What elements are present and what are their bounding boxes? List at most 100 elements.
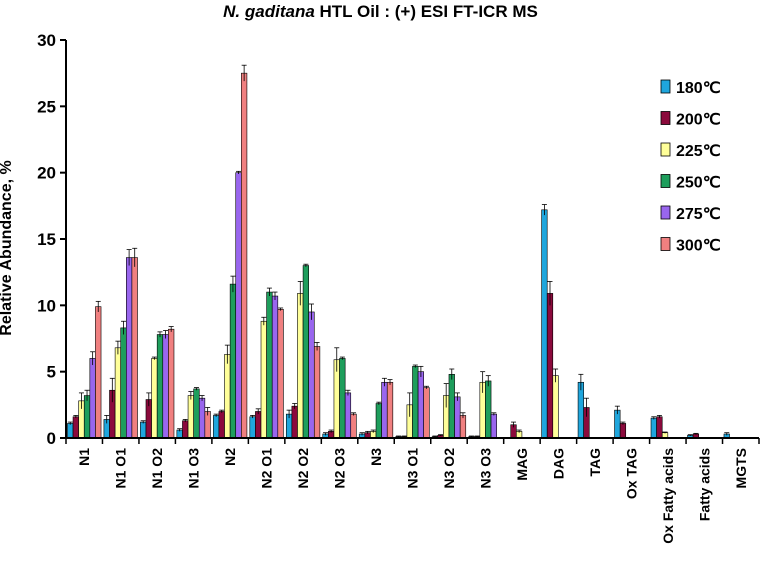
chart-title: N. gaditana HTL Oil : (+) ESI FT-ICR MS [0, 0, 761, 24]
bar-5-0 [95, 306, 102, 439]
legend-swatch-5 [660, 237, 671, 251]
x-tick-label-8: N3 [368, 448, 384, 466]
bar-4-2 [162, 334, 169, 439]
bar-4-1 [126, 257, 133, 439]
bar-3-5 [266, 291, 273, 439]
bar-3-11 [485, 380, 492, 439]
bar-2-5 [260, 320, 267, 439]
chart-title-italic: N. gaditana [223, 2, 315, 21]
bar-4-8 [381, 381, 388, 439]
bar-0-5 [249, 416, 256, 439]
bar-5-10 [459, 415, 467, 439]
bar-2-4 [224, 354, 231, 439]
bar-5-8 [386, 381, 394, 439]
bar-5-7 [350, 413, 357, 439]
x-tick-label-9: N3 O1 [405, 448, 421, 489]
bar-5-5 [277, 309, 284, 439]
legend-label-3: 250℃ [676, 175, 721, 192]
bar-4-9 [417, 371, 425, 439]
bar-1-3 [182, 420, 189, 439]
bar-4-6 [308, 311, 315, 439]
legend-label-2: 225℃ [676, 143, 721, 160]
bar-3-3 [193, 388, 200, 439]
y-tick-label-3: 15 [37, 230, 56, 249]
bar-0-4 [213, 415, 220, 439]
bar-0-13 [541, 209, 548, 439]
bar-2-6 [297, 293, 304, 439]
y-tick-label-1: 5 [47, 363, 56, 382]
legend-swatch-0 [660, 79, 671, 94]
bar-0-14 [577, 381, 584, 439]
x-tick-label-16: Ox Fatty acids [660, 448, 676, 544]
legend-swatch-2 [660, 142, 671, 157]
x-tick-label-2: N1 O2 [149, 448, 165, 489]
x-tick-label-18: MGTS [733, 448, 749, 488]
bar-1-16 [656, 416, 663, 439]
bar-5-6 [313, 346, 321, 439]
chart-title-rest: HTL Oil : (+) ESI FT-ICR MS [314, 2, 538, 21]
bar-0-16 [650, 417, 657, 439]
bar-5-1 [131, 257, 138, 439]
legend-label-0: 180℃ [676, 80, 721, 97]
bar-5-2 [168, 328, 175, 439]
y-tick-label-2: 10 [37, 296, 56, 315]
bar-3-10 [448, 374, 455, 439]
x-tick-label-6: N2 O2 [295, 448, 311, 489]
bar-0-2 [140, 421, 147, 439]
bar-0-15 [614, 409, 621, 439]
bar-4-0 [89, 358, 96, 439]
x-tick-label-10: N3 O2 [441, 448, 457, 489]
x-tick-label-3: N1 O3 [186, 448, 202, 489]
x-tick-label-5: N2 O1 [259, 448, 275, 489]
bar-4-3 [198, 397, 206, 439]
legend-swatch-3 [660, 174, 671, 188]
bar-3-1 [120, 327, 127, 439]
legend-label-1: 200℃ [676, 112, 721, 129]
legend-swatch-4 [660, 205, 671, 220]
x-tick-label-17: Fatty acids [696, 448, 712, 521]
x-tick-label-7: N2 O3 [332, 448, 348, 489]
bar-4-10 [454, 396, 461, 439]
bar-2-1 [114, 347, 122, 439]
bar-0-0 [67, 423, 74, 439]
x-tick-label-11: N3 O3 [477, 448, 493, 489]
bar-2-2 [151, 358, 158, 439]
legend-label-4: 275℃ [676, 206, 721, 223]
bar-3-4 [229, 283, 237, 439]
x-tick-label-13: DAG [550, 448, 566, 479]
bar-3-2 [156, 334, 164, 439]
y-tick-label-6: 30 [37, 31, 56, 50]
bar-1-5 [255, 411, 262, 439]
bar-4-7 [344, 392, 352, 439]
x-tick-label-0: N1 [76, 448, 92, 466]
y-tick-label-0: 0 [47, 429, 56, 448]
bar-3-0 [83, 395, 91, 439]
bar-1-13 [546, 293, 554, 439]
x-tick-label-14: TAG [587, 448, 603, 477]
legend-swatch-1 [660, 111, 671, 125]
bar-3-8 [375, 403, 382, 439]
bar-5-3 [204, 411, 211, 439]
x-tick-label-4: N2 [222, 448, 238, 466]
bar-3-6 [302, 265, 309, 439]
bar-1-15 [619, 423, 627, 439]
bar-4-4 [235, 172, 242, 439]
bar-2-13 [552, 375, 559, 439]
bar-1-4 [218, 411, 225, 439]
legend-label-5: 300℃ [676, 238, 721, 255]
bar-4-5 [271, 295, 279, 439]
bar-4-11 [490, 413, 497, 439]
bar-5-9 [423, 387, 430, 439]
x-tick-label-12: MAG [514, 448, 530, 481]
bar-1-6 [291, 405, 298, 439]
x-tick-label-1: N1 O1 [113, 448, 129, 489]
y-tick-label-4: 20 [37, 164, 56, 183]
bar-2-3 [187, 395, 194, 439]
y-tick-label-5: 25 [37, 97, 56, 116]
bar-3-9 [412, 366, 419, 439]
x-tick-label-15: Ox TAG [623, 448, 639, 499]
bar-5-4 [241, 72, 248, 439]
bar-1-0 [72, 416, 79, 439]
bar-3-7 [339, 358, 346, 439]
